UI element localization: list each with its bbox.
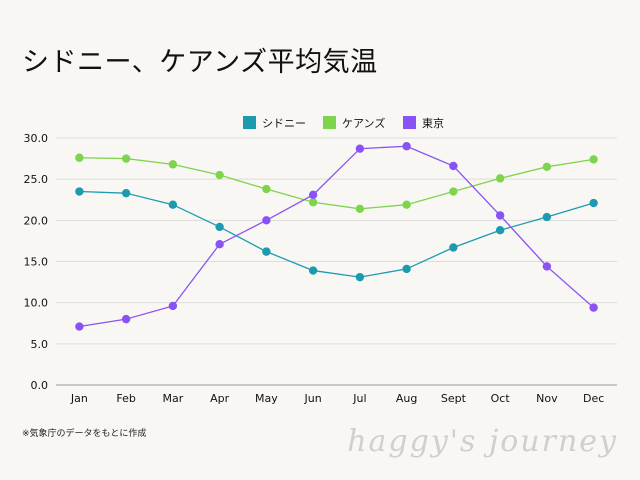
x-tick-label: May — [255, 392, 278, 405]
data-point — [402, 200, 411, 209]
data-point — [449, 187, 458, 196]
y-tick-label: 15.0 — [24, 256, 49, 269]
data-point — [449, 243, 458, 252]
chart-title: シドニー、ケアンズ平均気温 — [22, 47, 378, 78]
series-line — [79, 190, 594, 278]
x-tick-label: Apr — [210, 392, 230, 405]
y-tick-label: 0.0 — [31, 379, 49, 392]
data-point — [402, 142, 411, 151]
x-tick-label: Dec — [583, 392, 604, 405]
footnote: ※気象庁のデータをもとに作成 — [22, 429, 147, 439]
legend-swatch — [243, 116, 256, 129]
legend-swatch — [323, 116, 336, 129]
y-tick-label: 10.0 — [24, 297, 49, 310]
data-point — [308, 198, 318, 207]
watermark: haggy's journey — [347, 424, 618, 459]
legend: シドニー ケアンズ 東京 — [243, 116, 444, 130]
data-point — [589, 198, 598, 208]
series-1 — [75, 153, 598, 214]
legend-label: 東京 — [422, 116, 444, 130]
legend-label: ケアンズ — [342, 116, 385, 130]
series-group — [75, 142, 598, 331]
data-point — [355, 144, 365, 153]
x-tick-label: Mar — [162, 392, 183, 405]
data-point — [402, 264, 411, 274]
data-point — [355, 272, 365, 282]
x-tick-label: Sept — [441, 392, 467, 405]
data-point — [168, 160, 178, 169]
data-point — [262, 216, 271, 225]
x-tick-label: Jan — [70, 392, 88, 405]
data-point — [215, 240, 224, 249]
data-point — [495, 211, 505, 220]
data-point — [215, 222, 224, 232]
series-line — [79, 157, 594, 210]
series-0 — [75, 187, 598, 282]
data-point — [215, 170, 224, 180]
grid — [56, 137, 617, 386]
data-point — [168, 301, 178, 311]
y-tick-label: 5.0 — [31, 338, 49, 351]
data-point — [542, 212, 552, 222]
data-point — [75, 187, 84, 196]
x-axis: Jan Feb Mar Apr May Jun Jul Aug Sept Oct Nov Dec — [70, 392, 604, 405]
data-point — [75, 153, 84, 162]
data-point — [75, 322, 84, 331]
data-point — [589, 155, 598, 164]
data-point — [355, 204, 365, 214]
x-tick-label: Nov — [536, 392, 558, 405]
x-tick-label: Jul — [352, 392, 366, 405]
data-point — [589, 303, 598, 312]
x-tick-label: Feb — [116, 392, 135, 405]
x-tick-label: Jun — [304, 392, 322, 405]
series-2 — [75, 142, 598, 331]
data-point — [542, 162, 552, 172]
y-tick-label: 30.0 — [24, 132, 49, 145]
y-tick-label: 20.0 — [24, 214, 49, 227]
data-point — [308, 266, 318, 275]
series-line — [79, 145, 595, 328]
data-point — [495, 174, 505, 183]
data-point — [308, 190, 318, 200]
data-point — [121, 188, 131, 198]
data-point — [168, 200, 178, 209]
x-tick-label: Oct — [491, 392, 511, 405]
y-axis: 0.0 5.0 10.0 15.0 20.0 25.0 30.0 — [24, 132, 49, 392]
data-point — [542, 262, 552, 271]
data-point — [121, 154, 131, 163]
y-tick-label: 25.0 — [24, 173, 49, 186]
data-point — [262, 247, 271, 256]
legend-label: シドニー — [262, 117, 306, 130]
data-point — [262, 184, 271, 194]
legend-swatch — [403, 116, 416, 129]
data-point — [495, 226, 505, 235]
x-tick-label: Aug — [396, 392, 417, 405]
data-point — [121, 314, 131, 324]
data-point — [449, 161, 458, 171]
